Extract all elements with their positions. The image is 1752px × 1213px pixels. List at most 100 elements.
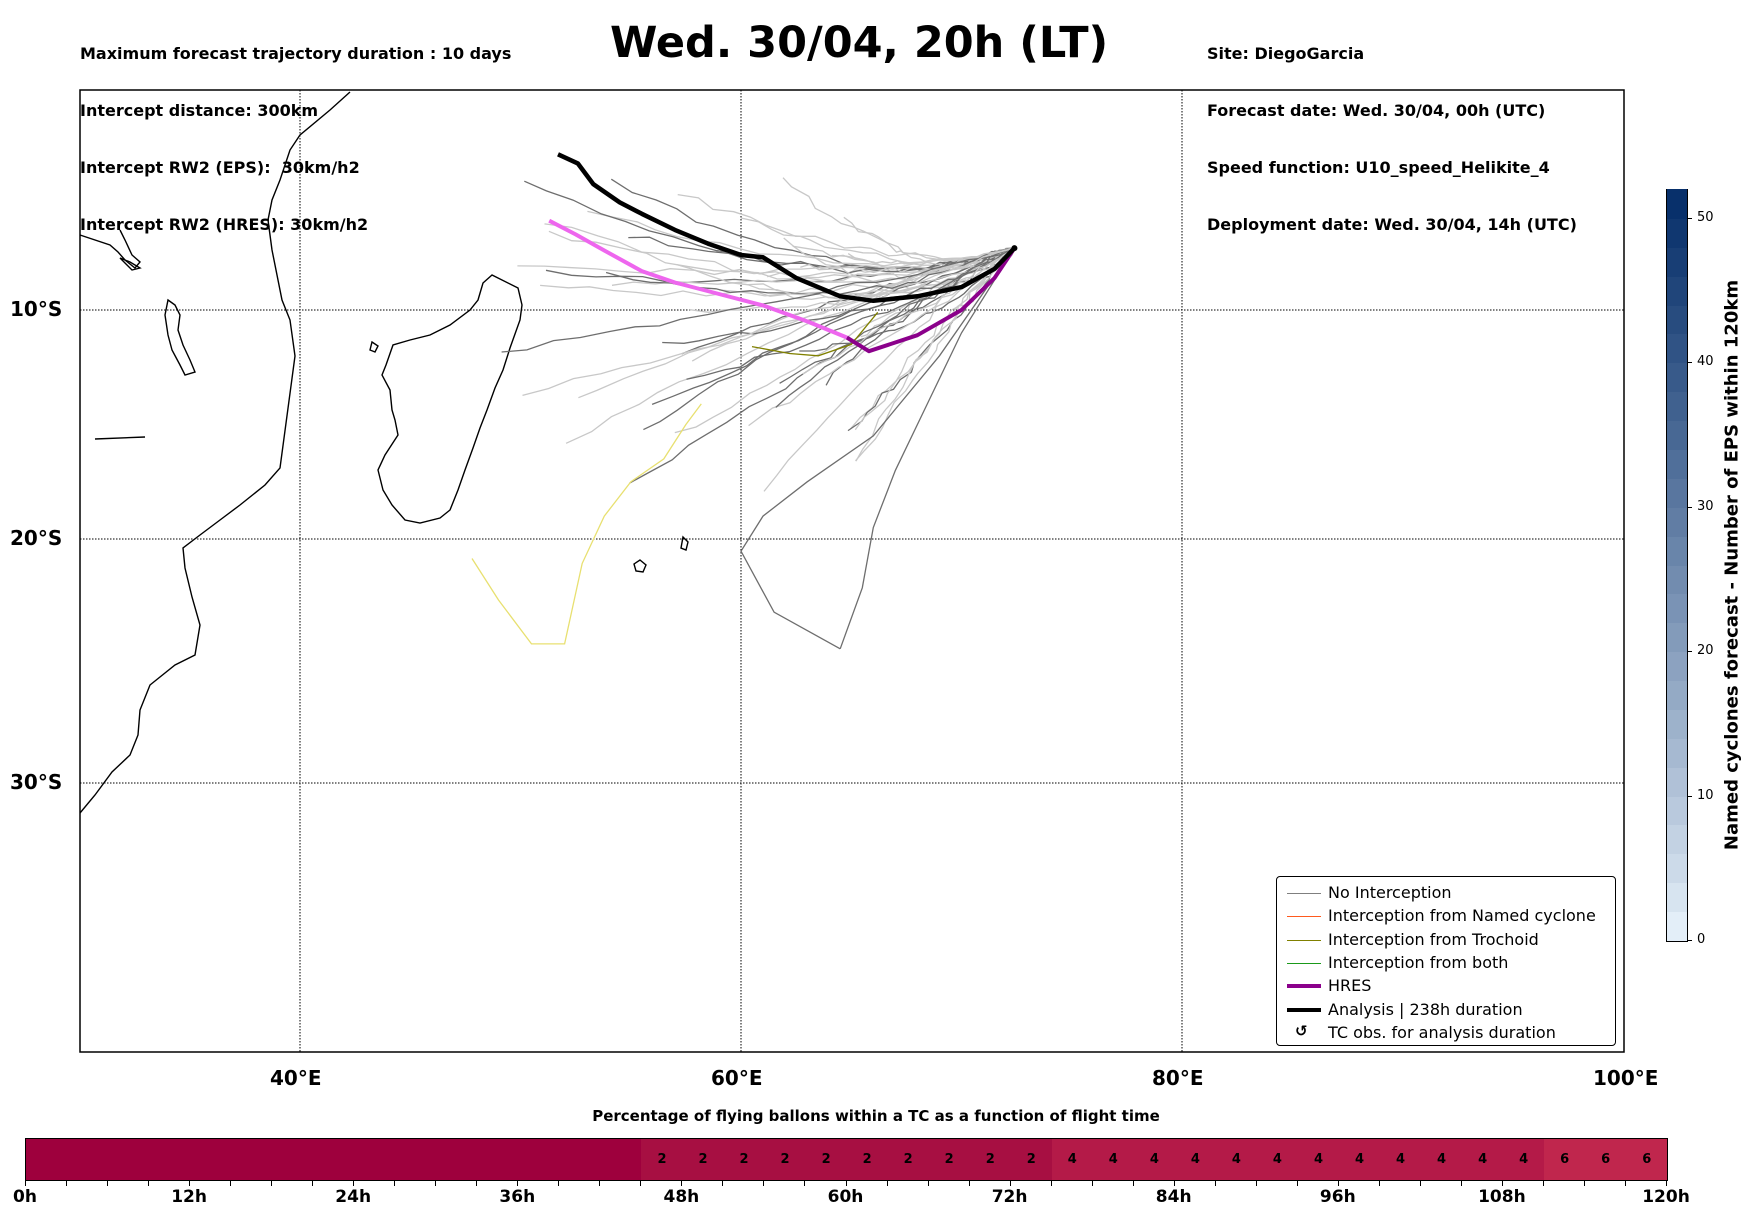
map-frame [79, 89, 1625, 1053]
timeline-cell [395, 1139, 437, 1180]
timeline-cell [26, 1139, 68, 1180]
colorbar-segment [1667, 506, 1687, 537]
legend-swatch [1287, 962, 1321, 964]
colorbar-segment [1667, 621, 1687, 653]
site-name: Site: DiegoGarcia [1207, 44, 1365, 63]
timeline-cell: 4 [1462, 1139, 1504, 1180]
timeline-tick [558, 1180, 560, 1186]
lake [164, 298, 196, 376]
colorbar-segment [1667, 564, 1687, 595]
eps-trajectory [740, 247, 1015, 650]
timeline-tick [435, 1180, 437, 1186]
lat-tick-label: 10°S [10, 297, 63, 321]
madagascar [377, 274, 523, 524]
colorbar-segment [1667, 708, 1687, 739]
timeline-title: Percentage of flying ballons within a TC… [592, 1107, 1160, 1125]
colorbar-tick: 0 [1687, 932, 1705, 947]
timeline-tick [66, 1180, 68, 1186]
colorbar-segment [1667, 737, 1687, 768]
timeline-cell: 2 [641, 1139, 683, 1180]
timeline-tick-label: 48h [663, 1187, 700, 1207]
main-tracks [548, 152, 1018, 354]
timeline-cell: 4 [1421, 1139, 1463, 1180]
timeline-cell [190, 1139, 232, 1180]
timeline-cell: 4 [1133, 1139, 1175, 1180]
timeline-cell [559, 1139, 601, 1180]
lat-tick-label: 20°S [10, 526, 63, 550]
timeline-tick [1624, 1180, 1626, 1186]
timeline-tick-label: 36h [499, 1187, 536, 1207]
timeline-cell: 6 [1544, 1139, 1586, 1180]
colorbar-tick: 50 [1687, 210, 1714, 225]
timeline-tick [271, 1180, 273, 1186]
timeline-tick-label: 60h [827, 1187, 864, 1207]
timeline-tick [1132, 1180, 1134, 1186]
forecast-date: Forecast date: Wed. 30/04, 00h (UTC) [1207, 101, 1546, 120]
colorbar-segment [1667, 304, 1687, 335]
colorbar-label: Named cyclones forecast - Number of EPS … [1721, 279, 1743, 851]
timeline-cell [149, 1139, 191, 1180]
timeline-cell [272, 1139, 314, 1180]
timeline-cell [67, 1139, 109, 1180]
site-marker [1011, 245, 1018, 252]
timeline-cell: 4 [1174, 1139, 1216, 1180]
timeline-tick [1378, 1180, 1380, 1186]
colorbar-tick: 30 [1687, 499, 1714, 514]
site-info: Site: DiegoGarcia Forecast date: Wed. 30… [1207, 6, 1577, 253]
timeline-tick [1666, 1180, 1667, 1186]
colorbar-segment [1667, 419, 1687, 450]
timeline-tick [394, 1180, 396, 1186]
timeline-cell [518, 1139, 560, 1180]
colorbar-segment [1667, 823, 1687, 855]
timeline-tick [804, 1180, 806, 1186]
colorbar-tick: 10 [1687, 788, 1714, 803]
timeline-cell [436, 1139, 478, 1180]
eps-trajectory [855, 247, 1015, 462]
timeline-cell: 2 [969, 1139, 1011, 1180]
map-legend: No Interception Interception from Named c… [1276, 876, 1616, 1046]
eps-trajectory [501, 247, 1015, 353]
timeline-tick [1583, 1180, 1585, 1186]
timeline-tick [353, 1180, 355, 1186]
timeline-cell: 4 [1503, 1139, 1545, 1180]
timeline-tick [1501, 1180, 1503, 1186]
eps-trajectory [524, 180, 1015, 274]
timeline-tick [1337, 1180, 1339, 1186]
mauritius [680, 535, 689, 551]
timeline-tick [1091, 1180, 1093, 1186]
legend-label: HRES [1328, 976, 1372, 996]
timeline-cell: 2 [846, 1139, 888, 1180]
lon-tick-label: 60°E [711, 1066, 763, 1090]
timeline-tick [968, 1180, 970, 1186]
hres-track-extended [548, 218, 848, 340]
legend-item: HRES [1277, 975, 1615, 998]
eps-trajectory [677, 193, 1015, 260]
colorbar-segment [1667, 332, 1687, 364]
colorbar-segment [1667, 910, 1687, 941]
timeline-tick [1173, 1180, 1175, 1186]
timeline-tick [517, 1180, 519, 1186]
forecast-parameters: Maximum forecast trajectory duration : 1… [80, 6, 511, 253]
timeline-tick-label: 108h [1478, 1187, 1526, 1207]
colorbar-segment [1667, 361, 1687, 393]
eps-trajectories [471, 177, 1016, 650]
legend-label: Interception from both [1328, 952, 1509, 972]
timeline-cell [477, 1139, 519, 1180]
lon-tick-label: 40°E [270, 1066, 322, 1090]
timeline-tick [107, 1180, 109, 1186]
colorbar [1666, 188, 1688, 942]
eps-trajectory [748, 247, 1015, 427]
timeline-cell: 2 [887, 1139, 929, 1180]
legend-swatch [1287, 939, 1321, 941]
colorbar-tick: 20 [1687, 643, 1714, 658]
legend-item: ↺ TC obs. for analysis duration [1277, 1022, 1615, 1045]
colorbar-segment [1667, 390, 1687, 422]
timeline-cell [108, 1139, 150, 1180]
timeline-tick [640, 1180, 642, 1186]
colorbar-segment [1667, 188, 1687, 219]
africa-coast [79, 91, 351, 814]
timeline-tick [1050, 1180, 1052, 1186]
timeline-tick-label: 84h [1155, 1187, 1192, 1207]
timeline-cell: 4 [1380, 1139, 1422, 1180]
